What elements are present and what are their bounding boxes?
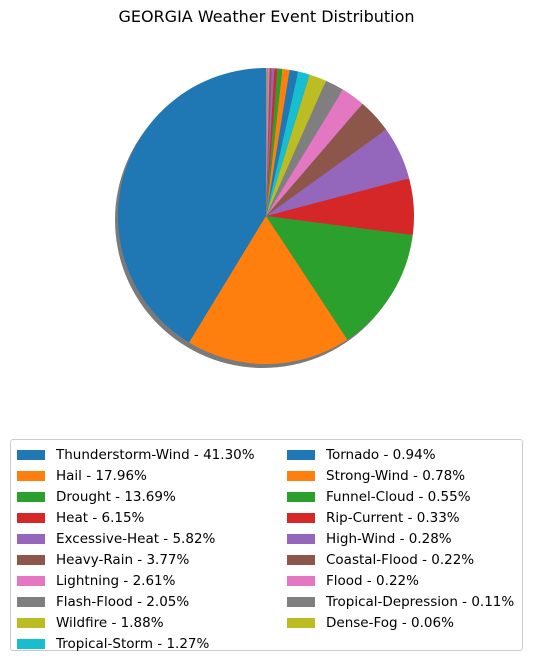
legend-label: Tornado - 0.94% [326, 446, 436, 463]
legend-label: Strong-Wind - 0.78% [326, 467, 466, 484]
legend-item-coastal-flood: Coastal-Flood - 0.22% [287, 549, 514, 570]
pie-slice-heavy-rain [266, 103, 387, 216]
legend-swatch [287, 470, 315, 481]
legend-column-right: Tornado - 0.94% Strong-Wind - 0.78% Funnel… [287, 444, 514, 634]
legend-swatch [287, 555, 315, 566]
pie-slices [118, 68, 415, 364]
pie-slice-tornado [266, 69, 299, 217]
legend-item-tropical-depression: Tropical-Depression - 0.11% [287, 592, 514, 613]
legend-item-high-wind: High-Wind - 0.28% [287, 528, 514, 549]
legend-swatch [17, 639, 45, 650]
legend-label: Flood - 0.22% [326, 573, 419, 590]
legend-swatch [287, 449, 315, 460]
legend-item-wildfire: Wildfire - 1.88% [17, 613, 255, 634]
legend-swatch [17, 618, 45, 629]
legend-item-hail: Hail - 17.96% [17, 465, 255, 486]
pie-slice-funnel-cloud [266, 68, 283, 216]
legend-item-heavy-rain: Heavy-Rain - 3.77% [17, 549, 255, 570]
legend-swatch [17, 597, 45, 608]
legend-item-funnel-cloud: Funnel-Cloud - 0.55% [287, 486, 514, 507]
pie-slice-flash-flood [266, 80, 343, 217]
legend-item-drought: Drought - 13.69% [17, 486, 255, 507]
legend-label: Coastal-Flood - 0.22% [326, 552, 475, 569]
legend-swatch [17, 470, 45, 481]
legend-swatch [17, 576, 45, 587]
legend: Thunderstorm-Wind - 41.30% Hail - 17.96% D… [10, 439, 523, 652]
legend-item-flash-flood: Flash-Flood - 2.05% [17, 592, 255, 613]
legend-item-dense-fog: Dense-Fog - 0.06% [287, 613, 514, 634]
legend-item-flood: Flood - 0.22% [287, 571, 514, 592]
legend-swatch [287, 576, 315, 587]
legend-label: Lightning - 2.61% [56, 573, 176, 590]
legend-label: Flash-Flood - 2.05% [56, 594, 190, 611]
legend-item-tornado: Tornado - 0.94% [287, 444, 514, 465]
legend-label: Drought - 13.69% [56, 488, 176, 505]
legend-swatch [287, 512, 315, 523]
legend-swatch [17, 491, 45, 502]
legend-swatch [287, 533, 315, 544]
legend-item-lightning: Lightning - 2.61% [17, 571, 255, 592]
pie-slice-drought [266, 216, 413, 340]
legend-label: Hail - 17.96% [56, 467, 147, 484]
legend-item-heat: Heat - 6.15% [17, 507, 255, 528]
legend-swatch [287, 597, 315, 608]
pie-chart [115, 68, 415, 368]
chart-title: GEORGIA Weather Event Distribution [118, 7, 415, 26]
legend-swatch [17, 449, 45, 460]
pie-slice-strong-wind [266, 68, 290, 216]
legend-item-rip-current: Rip-Current - 0.33% [287, 507, 514, 528]
pie-slice-wildfire [266, 74, 326, 216]
pie-slice-tropical-storm [266, 71, 310, 216]
legend-label: Dense-Fog - 0.06% [326, 615, 454, 632]
legend-swatch [17, 512, 45, 523]
pie-slice-tropical-depression [266, 68, 268, 216]
legend-swatch [17, 533, 45, 544]
legend-column-left: Thunderstorm-Wind - 41.30% Hail - 17.96% D… [17, 444, 255, 655]
legend-label: Funnel-Cloud - 0.55% [326, 488, 471, 505]
legend-label: Heavy-Rain - 3.77% [56, 552, 190, 569]
pie-slice-rip-current [266, 68, 278, 216]
legend-item-excessive-heat: Excessive-Heat - 5.82% [17, 528, 255, 549]
pie-slice-dense-fog [266, 68, 267, 216]
pie-slice-coastal-flood [266, 68, 272, 216]
legend-swatch [287, 618, 315, 629]
legend-label: Tropical-Storm - 1.27% [56, 636, 210, 653]
legend-item-thunderstorm-wind: Thunderstorm-Wind - 41.30% [17, 444, 255, 465]
pie-slice-excessive-heat [266, 129, 410, 216]
pie-slice-hail [189, 216, 348, 364]
legend-item-strong-wind: Strong-Wind - 0.78% [287, 465, 514, 486]
pie-slice-thunderstorm-wind [118, 68, 267, 343]
legend-label: Tropical-Depression - 0.11% [326, 594, 515, 611]
legend-label: Thunderstorm-Wind - 41.30% [56, 446, 255, 463]
pie-slice-flood [266, 68, 270, 217]
legend-label: High-Wind - 0.28% [326, 530, 452, 547]
legend-label: Wildfire - 1.88% [56, 615, 164, 632]
pie-slice-heat [266, 178, 415, 235]
legend-label: Heat - 6.15% [56, 509, 145, 526]
legend-label: Rip-Current - 0.33% [326, 509, 460, 526]
legend-item-tropical-storm: Tropical-Storm - 1.27% [17, 634, 255, 655]
pie-slice-lightning [266, 89, 363, 216]
legend-label: Excessive-Heat - 5.82% [56, 530, 216, 547]
legend-swatch [17, 555, 45, 566]
pie-slice-high-wind [266, 68, 275, 216]
legend-swatch [287, 491, 315, 502]
